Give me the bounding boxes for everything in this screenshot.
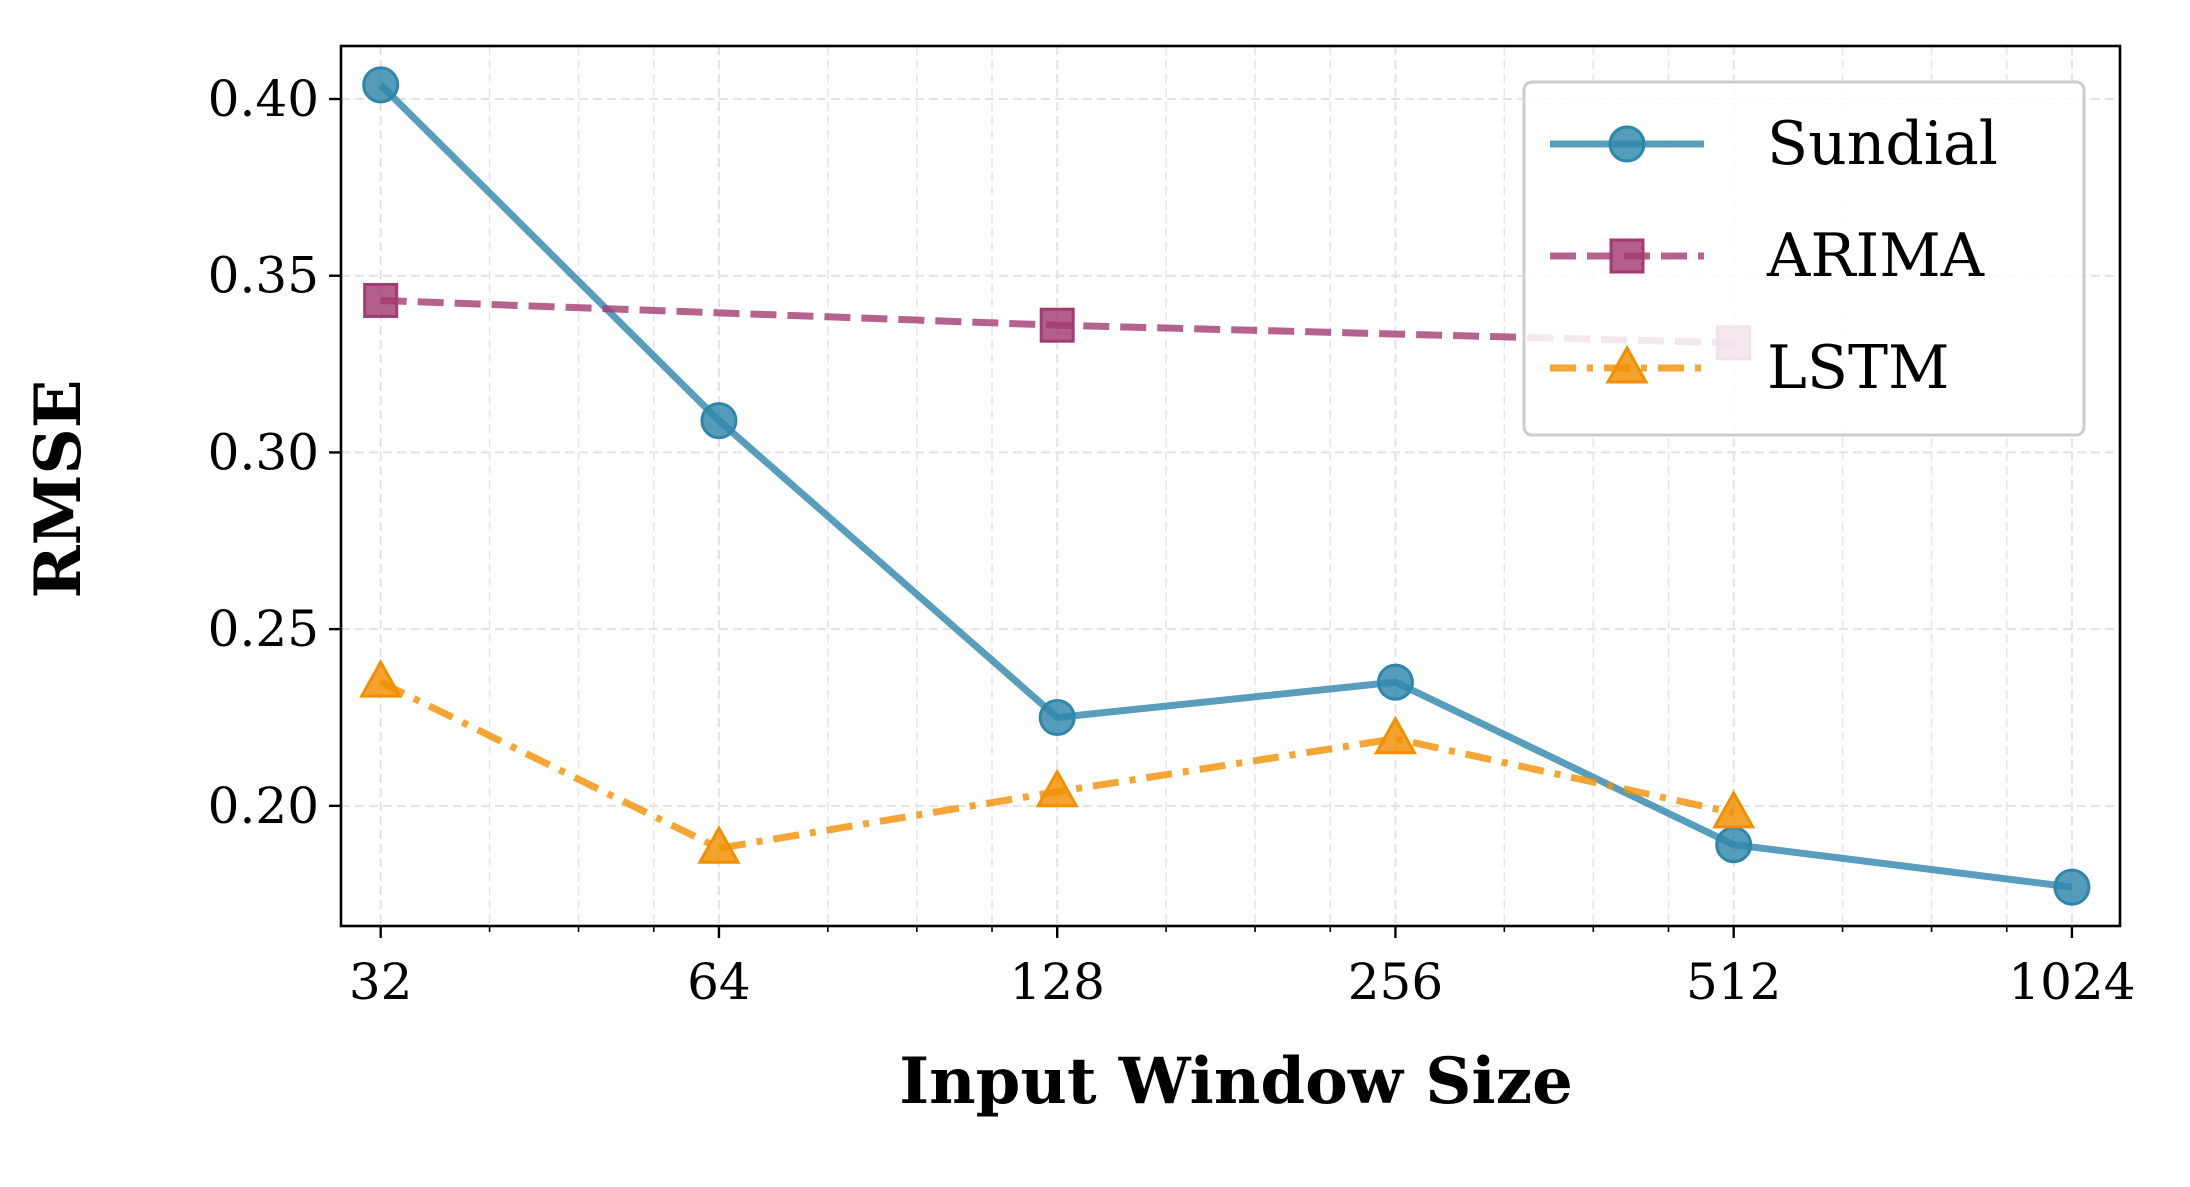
series-markers [359,66,2091,906]
legend-sundial-marker [1608,125,1646,163]
x-tick-label: 32 [349,953,413,1011]
legend-sundial-label: Sundial [1767,109,1998,179]
sundial-data-point [1376,663,1414,701]
lstm-data-point [1373,715,1417,755]
lstm-data-point [697,825,741,864]
sundial-data-point [700,402,738,440]
axis-ticks [329,97,2074,938]
x-tick-label: 1024 [2008,953,2135,1011]
sundial-data-point [1038,698,1076,736]
lstm-data-point [1035,768,1079,808]
sundial-data-point [362,66,400,104]
arima-data-point [363,282,399,318]
y-tick-label: 0.40 [208,70,319,128]
legend: Sundial ARIMA LSTM [1522,80,2086,437]
y-tick-label: 0.20 [208,777,319,835]
y-tick-label: 0.35 [208,247,319,305]
legend-arima-marker [1609,238,1645,274]
sundial-data-point [2053,868,2091,906]
x-tick-label: 256 [1348,953,1443,1011]
x-axis-title: Input Window Size [899,1044,1573,1119]
sundial-data-point [1715,826,1753,864]
legend-lstm-marker [1605,344,1649,384]
sundial-series-line [378,82,2073,891]
lstm-data-point [359,659,403,698]
tick-labels: 32 64 128 256 512 1024 0.20 0.25 0.30 0.35 0.40 [208,70,2136,1011]
y-tick-label: 0.25 [208,600,319,658]
y-tick-label: 0.30 [208,423,319,481]
lstm-data-point [1712,789,1756,829]
x-tick-label: 512 [1686,953,1781,1011]
plot-frame [339,44,2122,928]
legend-lstm-label: LSTM [1767,333,1949,403]
y-axis-title: RMSE [21,379,96,598]
legend-box [1522,80,2086,437]
x-tick-label: 128 [1009,953,1104,1011]
x-tick-label: 64 [687,953,751,1011]
legend-arima-label: ARIMA [1766,221,1985,291]
arima-data-point [1039,307,1075,343]
